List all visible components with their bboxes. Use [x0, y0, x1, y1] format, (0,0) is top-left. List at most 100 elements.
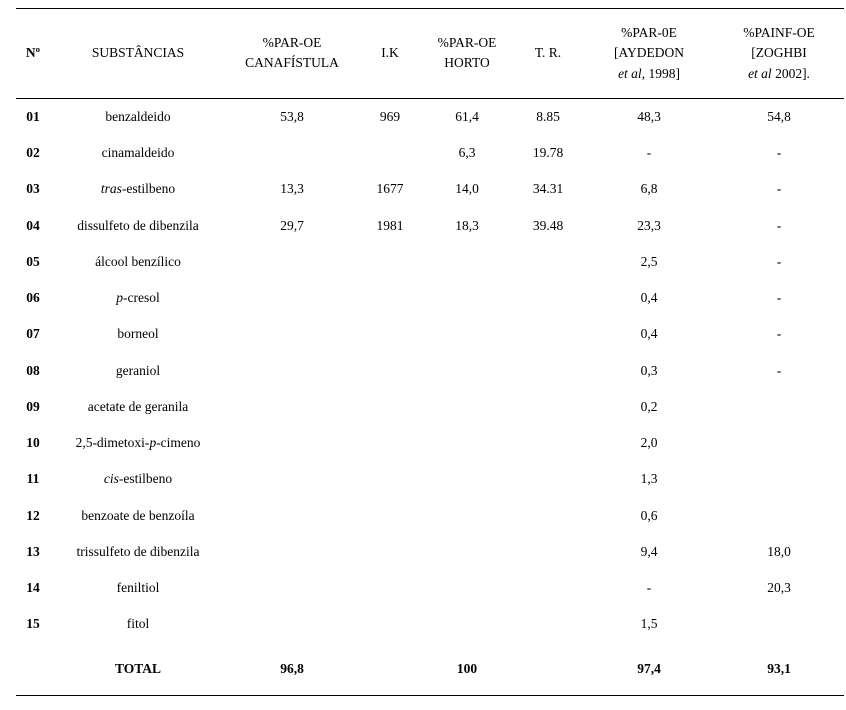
table-body: 01benzaldeido53,896961,48.8548,354,802ci… [16, 98, 844, 695]
header-zoghbi-l2: [ZOGHBI [714, 43, 844, 63]
substancia-post: -estilbeno [119, 471, 172, 486]
cell-par-horto: 14,0 [422, 171, 512, 207]
cell-par-canafistula [226, 389, 358, 425]
cell-ik: 1981 [358, 208, 422, 244]
cell-aydedon: 2,0 [584, 425, 714, 461]
header-tr: T. R. [512, 9, 584, 99]
cell-zoghbi: - [714, 208, 844, 244]
cell-ik [358, 570, 422, 606]
cell-par-horto: 61,4 [422, 98, 512, 135]
cell-par-canafistula [226, 606, 358, 642]
table-row: 04dissulfeto de dibenzila29,7198118,339.… [16, 208, 844, 244]
substancia-text: benzoate de benzoíla [81, 508, 194, 523]
cell-zoghbi [714, 425, 844, 461]
cell-no: 05 [16, 244, 50, 280]
total-t-r [512, 643, 584, 696]
cell-no: 12 [16, 498, 50, 534]
total-zoghbi: 93,1 [714, 643, 844, 696]
total-par-horto: 100 [422, 643, 512, 696]
cell-aydedon: 1,3 [584, 461, 714, 497]
cell-t-r [512, 244, 584, 280]
substancia-text: álcool benzílico [95, 254, 181, 269]
cell-t-r [512, 316, 584, 352]
cell-zoghbi: - [714, 316, 844, 352]
substancia-text: borneol [117, 326, 158, 341]
cell-par-canafistula: 29,7 [226, 208, 358, 244]
header-aydedon: %PAR-0E [AYDEDON et al, 1998] [584, 9, 714, 99]
header-aydedon-l2: [AYDEDON [584, 43, 714, 63]
table-total-row: TOTAL96,810097,493,1 [16, 643, 844, 696]
cell-ik [358, 316, 422, 352]
cell-t-r [512, 606, 584, 642]
total-blank [16, 643, 50, 696]
table-row: 08geraniol0,3- [16, 353, 844, 389]
cell-t-r [512, 498, 584, 534]
header-no: Nº [16, 9, 50, 99]
cell-substancia: p-cresol [50, 280, 226, 316]
cell-aydedon: 23,3 [584, 208, 714, 244]
cell-ik [358, 389, 422, 425]
cell-substancia: tras-estilbeno [50, 171, 226, 207]
cell-t-r [512, 353, 584, 389]
cell-par-horto [422, 461, 512, 497]
cell-ik [358, 606, 422, 642]
cell-zoghbi [714, 606, 844, 642]
header-zoghbi-l1: %PAINF-OE [714, 23, 844, 43]
cell-substancia: álcool benzílico [50, 244, 226, 280]
cell-no: 10 [16, 425, 50, 461]
header-par-canafistula-l2: CANAFÍSTULA [226, 53, 358, 73]
cell-no: 08 [16, 353, 50, 389]
cell-ik [358, 280, 422, 316]
table-header: Nº SUBSTÂNCIAS %PAR-OE CANAFÍSTULA I.K %… [16, 9, 844, 99]
cell-no: 14 [16, 570, 50, 606]
header-zoghbi-etal: et al [748, 66, 772, 81]
cell-par-horto [422, 425, 512, 461]
cell-no: 04 [16, 208, 50, 244]
cell-par-canafistula [226, 135, 358, 171]
cell-par-horto [422, 570, 512, 606]
cell-par-horto [422, 244, 512, 280]
substancia-text: trissulfeto de dibenzila [77, 544, 200, 559]
cell-t-r [512, 280, 584, 316]
cell-par-canafistula [226, 353, 358, 389]
substancia-text: acetate de geranila [88, 399, 188, 414]
cell-zoghbi: - [714, 135, 844, 171]
cell-aydedon: 0,3 [584, 353, 714, 389]
header-substancias: SUBSTÂNCIAS [50, 9, 226, 99]
header-par-canafistula-l1: %PAR-OE [226, 33, 358, 53]
cell-substancia: cis-estilbeno [50, 461, 226, 497]
cell-par-horto [422, 498, 512, 534]
cell-aydedon: 1,5 [584, 606, 714, 642]
cell-par-horto [422, 316, 512, 352]
header-par-canafistula: %PAR-OE CANAFÍSTULA [226, 9, 358, 99]
cell-par-canafistula [226, 244, 358, 280]
header-zoghbi: %PAINF-OE [ZOGHBI et al 2002]. [714, 9, 844, 99]
cell-aydedon: 0,6 [584, 498, 714, 534]
total-ik [358, 643, 422, 696]
cell-t-r [512, 461, 584, 497]
cell-aydedon: 0,4 [584, 316, 714, 352]
cell-substancia: 2,5-dimetoxi-p-cimeno [50, 425, 226, 461]
cell-t-r: 39.48 [512, 208, 584, 244]
table-header-row: Nº SUBSTÂNCIAS %PAR-OE CANAFÍSTULA I.K %… [16, 9, 844, 99]
cell-t-r [512, 389, 584, 425]
cell-no: 03 [16, 171, 50, 207]
table-row: 01benzaldeido53,896961,48.8548,354,8 [16, 98, 844, 135]
cell-par-horto [422, 280, 512, 316]
page-container: Nº SUBSTÂNCIAS %PAR-OE CANAFÍSTULA I.K %… [0, 0, 846, 710]
cell-substancia: acetate de geranila [50, 389, 226, 425]
substancia-post: -cimeno [156, 435, 200, 450]
cell-substancia: borneol [50, 316, 226, 352]
cell-no: 06 [16, 280, 50, 316]
cell-aydedon: 0,2 [584, 389, 714, 425]
table-row: 12 benzoate de benzoíla 0,6 [16, 498, 844, 534]
cell-no: 07 [16, 316, 50, 352]
cell-substancia: fitol [50, 606, 226, 642]
substancia-post: -cresol [123, 290, 160, 305]
total-par-canafistula: 96,8 [226, 643, 358, 696]
substancia-text: cinamaldeido [102, 145, 175, 160]
header-par-horto-l1: %PAR-OE [422, 33, 512, 53]
cell-par-horto [422, 353, 512, 389]
cell-t-r: 19.78 [512, 135, 584, 171]
substancia-text: feniltiol [117, 580, 160, 595]
